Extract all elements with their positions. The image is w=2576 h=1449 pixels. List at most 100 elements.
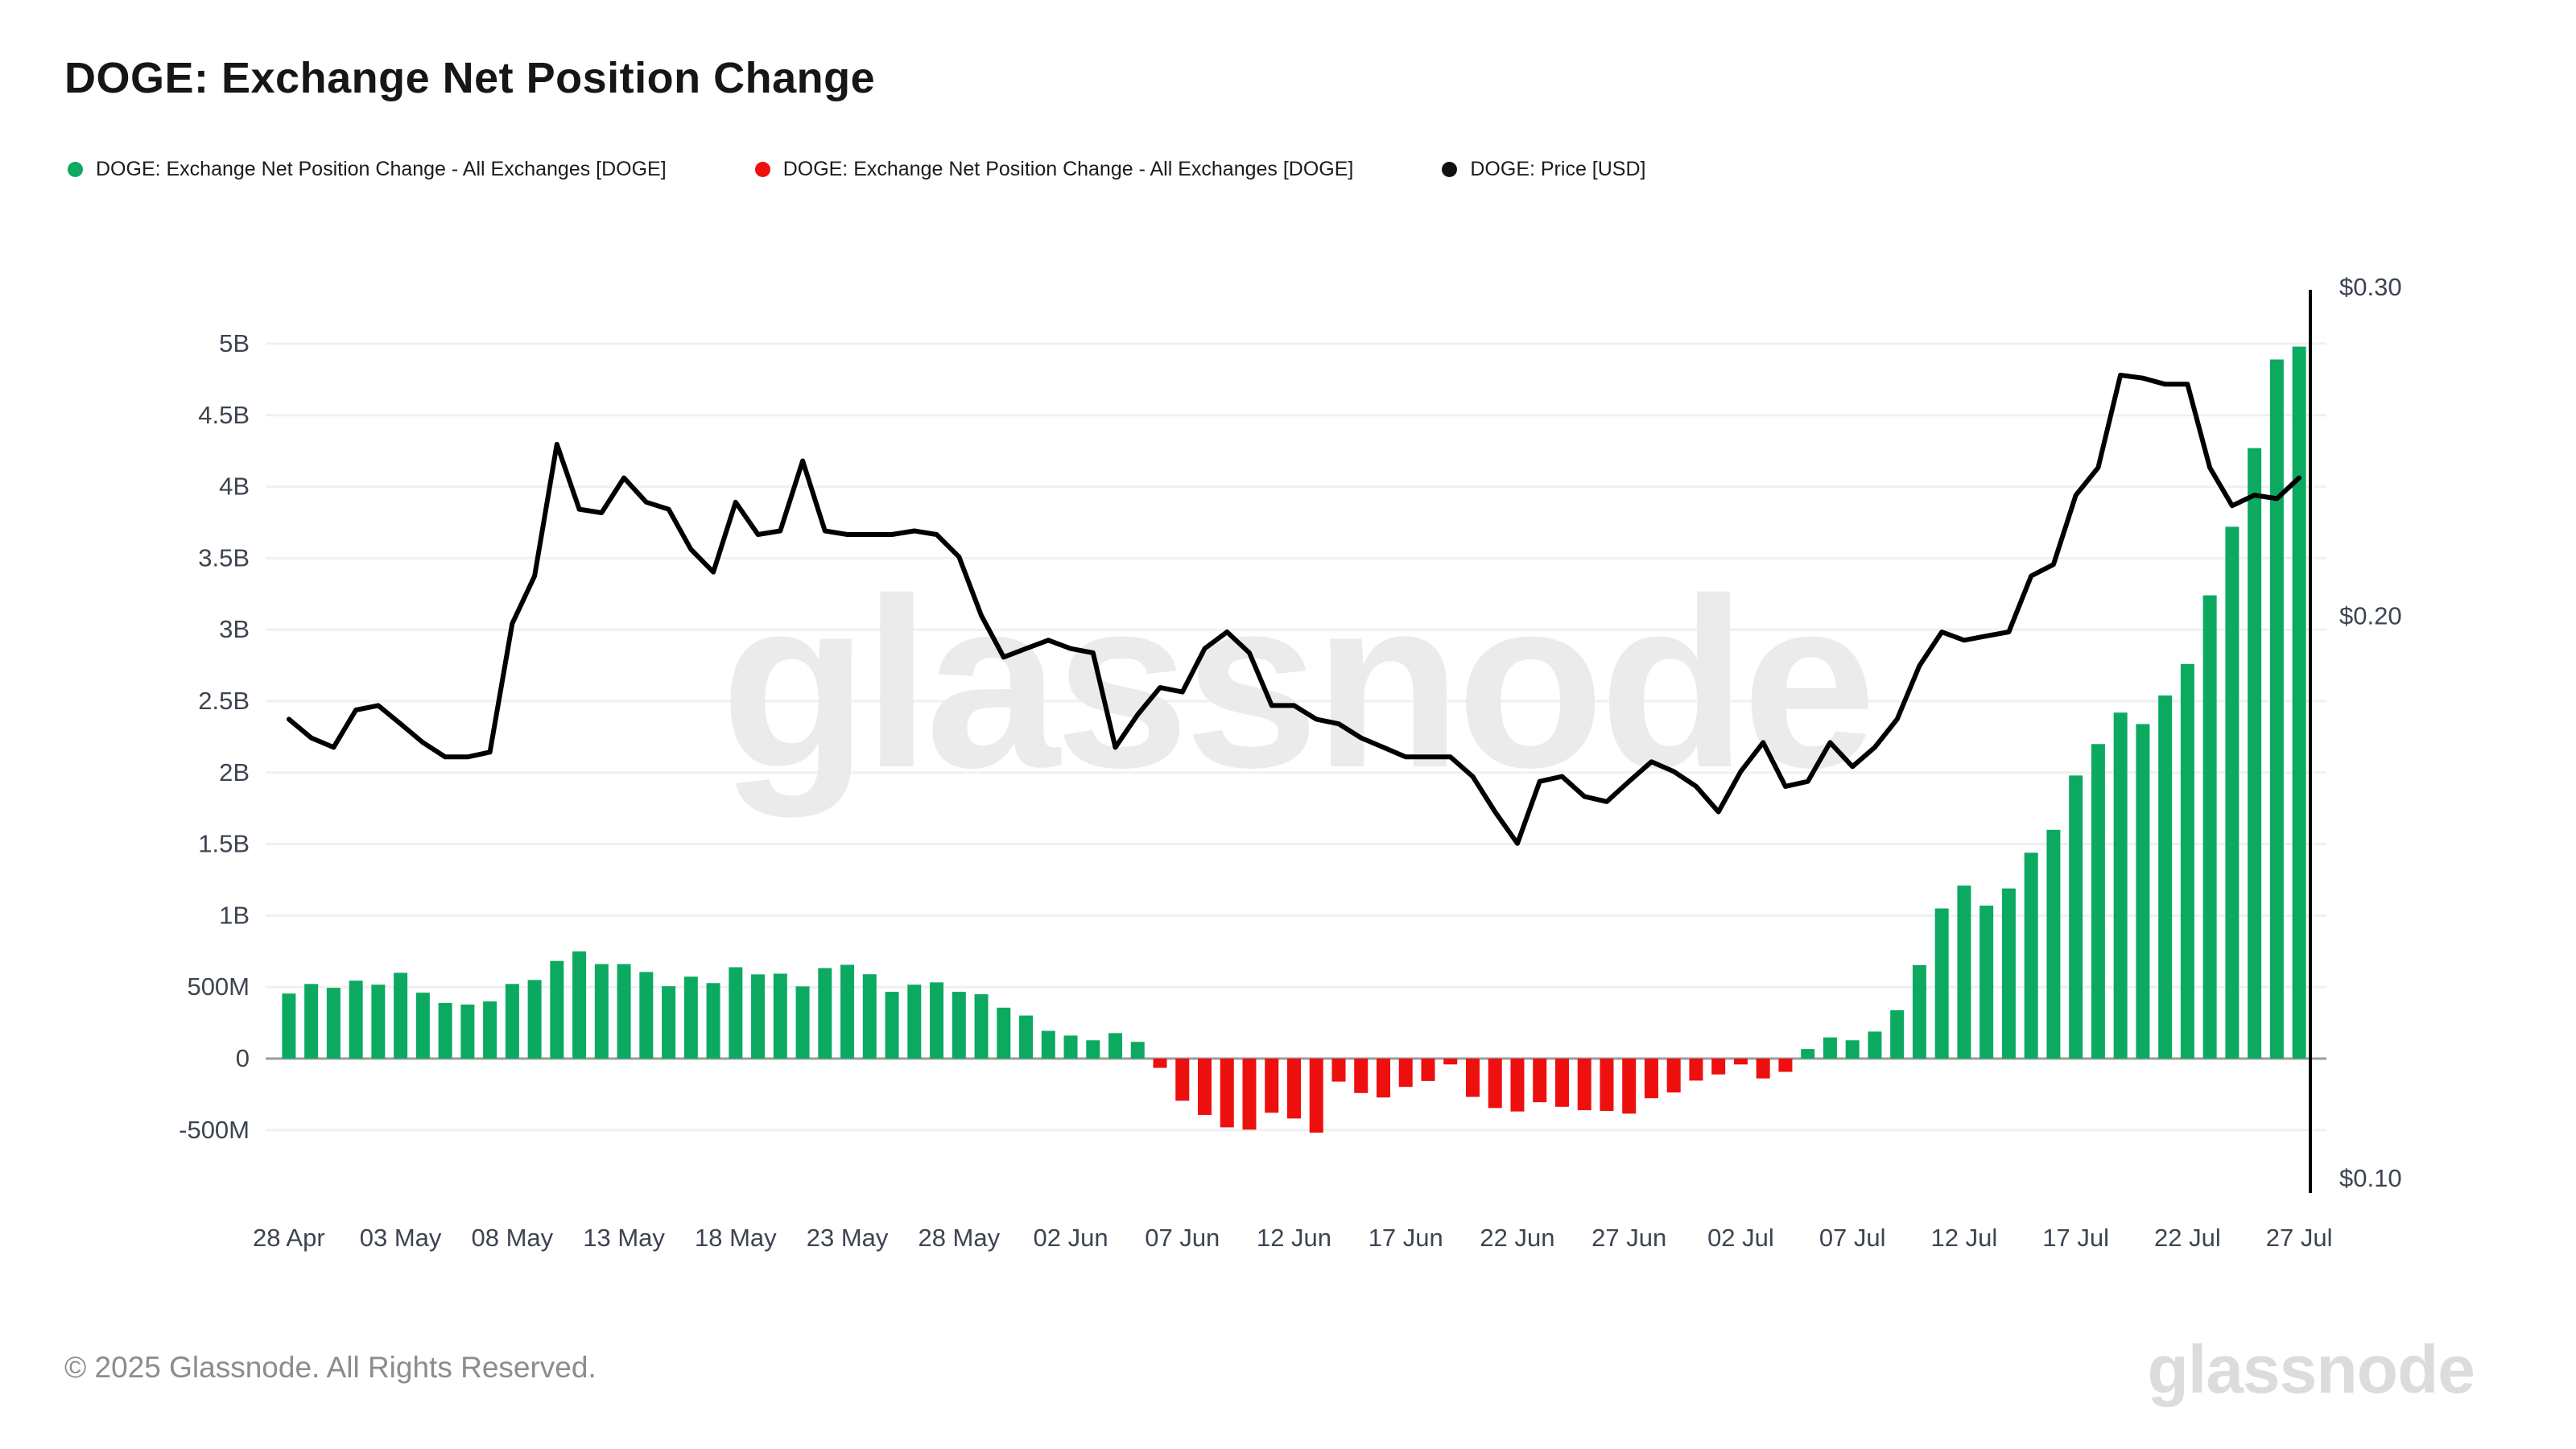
bar — [1979, 905, 1994, 1059]
bar — [1242, 1059, 1257, 1130]
x-axis-tick-label: 23 May — [807, 1224, 889, 1252]
bar — [282, 993, 296, 1059]
bar — [1957, 886, 1971, 1059]
left-axis-tick-label: 4B — [219, 473, 250, 501]
bar — [683, 976, 698, 1059]
bar — [997, 1007, 1011, 1059]
glassnode-logo: glassnode — [2147, 1331, 2475, 1407]
bar — [438, 1002, 452, 1059]
bar — [505, 984, 519, 1059]
x-axis-tick-label: 17 Jul — [2042, 1224, 2109, 1252]
legend-item-netposition-positive[interactable]: DOGE: Exchange Net Position Change - All… — [68, 158, 667, 181]
x-axis-tick-label: 08 May — [472, 1224, 554, 1252]
legend-item-price[interactable]: DOGE: Price [USD] — [1442, 158, 1645, 181]
bar — [527, 980, 542, 1059]
price-line — [286, 373, 2302, 846]
bar — [1689, 1059, 1703, 1081]
left-axis-tick-label: 1.5B — [198, 830, 250, 858]
bar — [2202, 595, 2217, 1059]
bar — [1220, 1059, 1234, 1128]
legend-dot-green-icon — [68, 162, 83, 177]
bar — [617, 964, 631, 1059]
bar — [662, 986, 676, 1059]
bar — [1198, 1059, 1212, 1115]
bar — [2180, 663, 2194, 1059]
x-axis-tick-label: 02 Jun — [1033, 1224, 1108, 1252]
left-axis-tick-label: 1B — [219, 901, 250, 929]
left-axis-tick-label: 3.5B — [198, 543, 250, 572]
bar — [1510, 1059, 1525, 1112]
left-axis-tick-label: 5B — [219, 329, 250, 357]
bar — [594, 964, 609, 1059]
bar — [1711, 1059, 1726, 1075]
left-axis-tick-label: 4.5B — [198, 401, 250, 429]
bar — [394, 972, 408, 1059]
bar — [1331, 1059, 1346, 1082]
left-axis-tick-label: 0 — [236, 1044, 250, 1072]
bar — [1153, 1059, 1167, 1068]
legend-dot-red-icon — [754, 162, 770, 177]
page-title: DOGE: Exchange Net Position Change — [64, 54, 876, 102]
bar — [840, 964, 855, 1059]
x-axis-tick-label: 27 Jun — [1591, 1224, 1666, 1252]
left-axis-tick-label: 2.5B — [198, 687, 250, 715]
bar — [1108, 1033, 1123, 1059]
bar — [729, 967, 743, 1059]
bar — [862, 974, 877, 1059]
legend-item-netposition-negative[interactable]: DOGE: Exchange Net Position Change - All… — [754, 158, 1354, 181]
bar — [1644, 1059, 1658, 1099]
bar — [2292, 346, 2306, 1059]
legend-label: DOGE: Exchange Net Position Change - All… — [782, 158, 1354, 180]
bar — [349, 980, 363, 1059]
x-axis-tick-label: 22 Jul — [2154, 1224, 2221, 1252]
bar — [1354, 1059, 1368, 1093]
x-axis-tick-label: 22 Jun — [1480, 1224, 1554, 1252]
left-axis-tick-label: 500M — [187, 972, 250, 1001]
bar — [1309, 1059, 1323, 1133]
legend-label: DOGE: Exchange Net Position Change - All… — [96, 158, 667, 180]
bar — [1778, 1059, 1793, 1072]
bar — [706, 983, 720, 1059]
bar — [773, 973, 787, 1059]
bar — [885, 992, 899, 1059]
x-axis-tick-label: 03 May — [360, 1224, 442, 1252]
bar — [639, 972, 654, 1059]
chart-legend: DOGE: Exchange Net Position Change - All… — [68, 158, 1645, 181]
watermark-glassnode: glassnode — [720, 547, 1872, 819]
bar — [1756, 1059, 1770, 1079]
bar — [460, 1004, 475, 1059]
x-axis-tick-label: 07 Jul — [1819, 1224, 1886, 1252]
bar — [1533, 1059, 1547, 1103]
bar — [1488, 1059, 1502, 1108]
bar — [1063, 1035, 1078, 1059]
bar — [1554, 1059, 1569, 1107]
bar — [1465, 1059, 1480, 1097]
bar — [1443, 1059, 1458, 1065]
bar — [1890, 1009, 1905, 1059]
bar — [2091, 744, 2105, 1059]
bar — [550, 960, 564, 1059]
left-axis-tick-label: -500M — [179, 1116, 250, 1144]
x-axis-tick-label: 02 Jul — [1707, 1224, 1774, 1252]
net-position-bars — [282, 346, 2306, 1133]
left-axis-tick-label: 3B — [219, 615, 250, 643]
x-axis-tick-label: 12 Jun — [1257, 1224, 1331, 1252]
bar — [2001, 888, 2016, 1059]
bar — [1421, 1059, 1435, 1081]
bar — [1823, 1037, 1837, 1059]
bar — [1398, 1059, 1413, 1088]
x-axis-tick-label: 28 May — [918, 1224, 1000, 1252]
bar — [1801, 1049, 1815, 1059]
bar — [1868, 1031, 1882, 1059]
right-axis-tick-label: $0.10 — [2339, 1164, 2402, 1192]
bar — [2046, 829, 2061, 1059]
bar — [1912, 964, 1926, 1059]
bar — [572, 951, 587, 1059]
bar — [930, 982, 944, 1059]
bar — [1175, 1059, 1190, 1101]
bar — [2225, 526, 2240, 1059]
x-axis-tick-label: 07 Jun — [1145, 1224, 1220, 1252]
x-axis-tick-label: 28 Apr — [253, 1224, 325, 1252]
bar — [304, 984, 319, 1059]
